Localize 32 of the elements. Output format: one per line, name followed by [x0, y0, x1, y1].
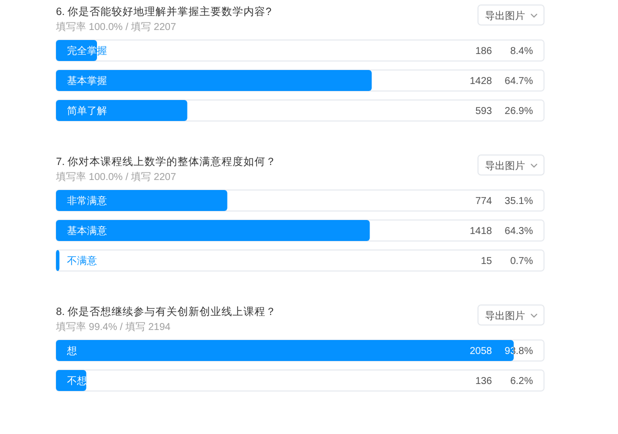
category-label: 简单了解 [67, 106, 107, 117]
category-label: 想 [67, 346, 77, 357]
category-label: 基本掌握 [67, 76, 107, 87]
count-label: 15 [480, 256, 492, 267]
count-label: 593 [475, 106, 492, 117]
title: 8. 你是否想继续参与有关创新创业线上课程？ [56, 306, 277, 318]
button-label: 导出图片 [485, 11, 525, 22]
category-label: 不想 [67, 376, 87, 387]
value-label: 6.2% [510, 376, 533, 387]
value-label: 64.7% [504, 76, 533, 87]
category-label: 基本满意 [67, 226, 107, 237]
category-label: 非常满意 [67, 196, 107, 207]
count-label: 2058 [470, 346, 492, 357]
category-label: 完全掌握 [67, 46, 107, 57]
count-label: 1418 [470, 226, 492, 237]
count-label: 136 [475, 376, 492, 387]
title: 6. 你是否能较好地理解并掌握主要数学内容? [56, 6, 272, 18]
value-label: 8.4% [510, 46, 533, 57]
title: 7. 你对本课程线上数学的整体满意程度如何？ [56, 156, 277, 168]
count-label: 774 [475, 196, 492, 207]
button-label: 导出图片 [485, 311, 525, 322]
subtitle: 填写率 100.0% / 填写 2207 [56, 172, 176, 183]
button-label: 导出图片 [485, 161, 525, 172]
count-label: 1428 [470, 76, 492, 87]
category-label: 不满意 [67, 256, 97, 267]
value-label: 0.7% [510, 256, 533, 267]
value-label: 64.3% [504, 226, 533, 237]
value-label: 35.1% [504, 196, 533, 207]
subtitle: 填写率 100.0% / 填写 2207 [56, 22, 176, 33]
count-label: 186 [475, 46, 492, 57]
subtitle: 填写率 99.4% / 填写 2194 [56, 322, 170, 333]
value-label: 26.9% [504, 106, 533, 117]
